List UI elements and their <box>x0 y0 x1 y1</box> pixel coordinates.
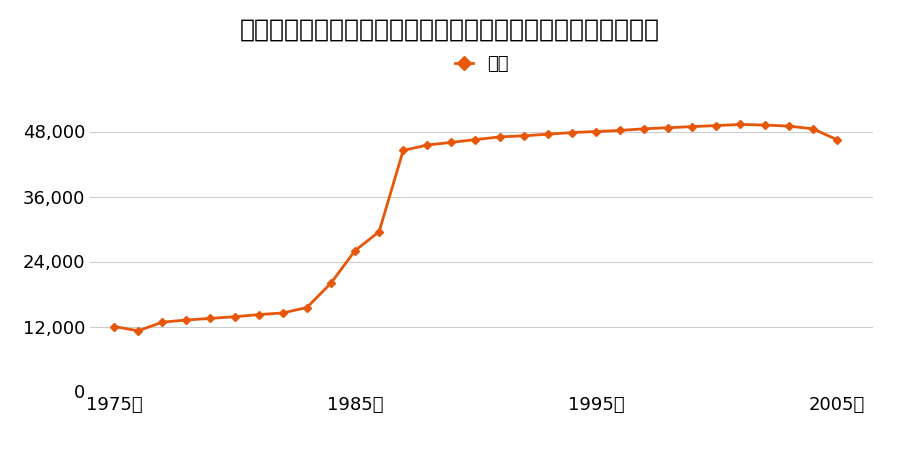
価格 <box>662 125 673 130</box>
価格 <box>398 148 409 153</box>
価格 <box>470 137 481 142</box>
価格 <box>133 328 144 333</box>
価格 <box>783 123 794 129</box>
価格 <box>446 140 457 145</box>
価格 <box>687 124 698 129</box>
価格 <box>205 316 216 321</box>
価格 <box>494 134 505 140</box>
価格 <box>760 122 770 128</box>
価格 <box>422 142 433 148</box>
Line: 価格: 価格 <box>112 122 840 333</box>
価格 <box>157 320 167 325</box>
価格 <box>711 123 722 128</box>
価格 <box>735 122 746 127</box>
価格 <box>326 280 337 286</box>
Legend: 価格: 価格 <box>454 55 508 73</box>
価格 <box>566 130 577 135</box>
価格 <box>807 126 818 131</box>
価格 <box>832 137 842 142</box>
価格 <box>615 128 626 133</box>
価格 <box>590 129 601 134</box>
価格 <box>253 312 264 317</box>
価格 <box>277 310 288 315</box>
価格 <box>109 324 120 329</box>
価格 <box>349 248 360 253</box>
価格 <box>639 126 650 131</box>
価格 <box>543 131 553 137</box>
価格 <box>230 314 240 319</box>
価格 <box>181 317 192 323</box>
価格 <box>518 133 529 139</box>
Text: 佐賀県佐賀郡諸富町大字諸富津字四本松六８０番３の地価推移: 佐賀県佐賀郡諸富町大字諸富津字四本松六８０番３の地価推移 <box>240 18 660 42</box>
価格 <box>374 229 384 234</box>
価格 <box>302 305 312 310</box>
